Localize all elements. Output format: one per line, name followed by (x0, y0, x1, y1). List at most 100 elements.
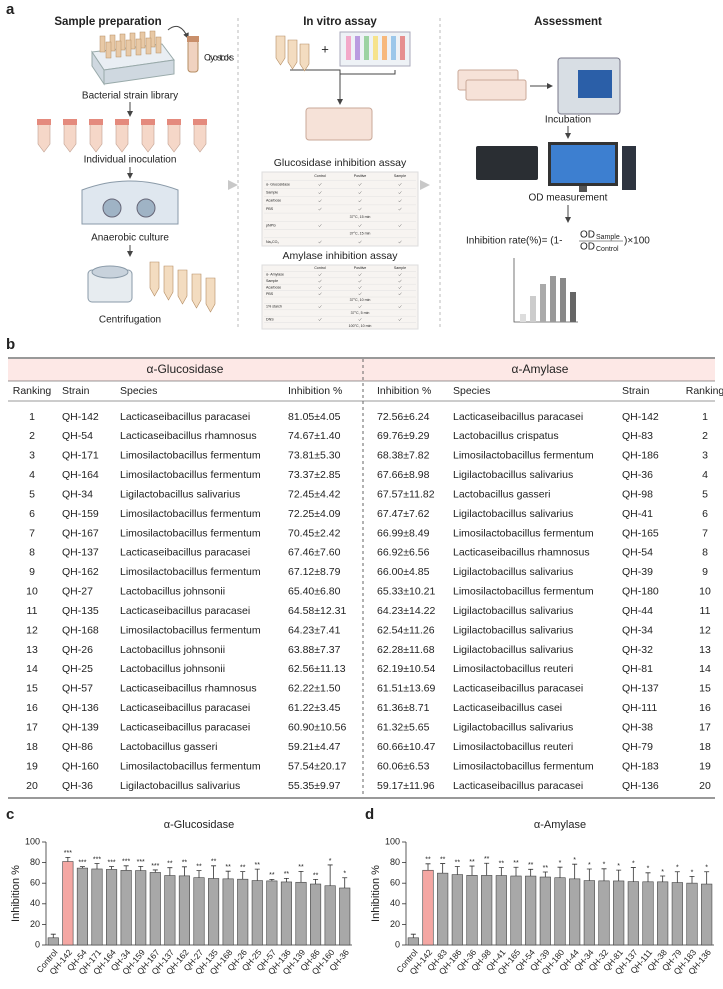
table-cell: Lacticaseibacillus paracasei (453, 683, 583, 695)
mini-col: Positive (354, 266, 367, 270)
table-cell: 4 (29, 469, 35, 481)
check (358, 224, 362, 227)
bar (339, 887, 351, 946)
table-cell: QH-54 (622, 547, 653, 559)
mini-step: 100°C, 10 min (349, 324, 372, 328)
check (358, 273, 362, 277)
arrow (167, 25, 189, 39)
bar (164, 875, 176, 946)
table-cell: 74.67±1.40 (288, 430, 341, 442)
mini-row: pNPG (266, 223, 276, 227)
table-cell: 81.05±4.05 (288, 411, 341, 423)
table-cell: 68.38±7.82 (377, 450, 430, 462)
plus: + (321, 41, 329, 56)
table-cell: 3 (702, 450, 708, 462)
check (358, 318, 362, 321)
bar (91, 868, 103, 946)
error-bar (313, 879, 319, 885)
error-bar (674, 871, 680, 883)
error-bar (689, 876, 695, 884)
table-cell: 12 (26, 624, 38, 636)
significance: * (588, 862, 591, 869)
table-cell: 16 (26, 702, 38, 714)
glove-port (136, 198, 156, 218)
bar (178, 875, 190, 946)
table-cell: Lacticaseibacillus rhamnosus (120, 683, 257, 695)
y-axis-label: Inhibition % (370, 865, 382, 922)
error-bar (469, 865, 475, 876)
mini-row: α- Amylase (266, 273, 284, 277)
reagent-tubes (346, 36, 405, 60)
table-cell: 59.21±4.47 (288, 741, 341, 753)
panel-label: c (6, 806, 14, 823)
vials (99, 30, 162, 59)
bar (510, 875, 522, 946)
table-cell: Ligilactobacillus salivarius (453, 624, 573, 636)
check (358, 286, 362, 289)
formula: OD (580, 230, 595, 241)
table-cell: 62.22±1.50 (288, 683, 341, 695)
table-cell: Limosilactobacillus fermentum (120, 624, 261, 636)
bar (495, 875, 507, 946)
column-header: Species (120, 385, 157, 397)
bar (310, 883, 322, 946)
table-cell: 9 (29, 566, 35, 578)
bar (222, 878, 234, 946)
table-cell: QH-25 (62, 663, 93, 675)
table-cell: QH-34 (622, 624, 653, 636)
column-header: Ranking (686, 385, 723, 397)
bar (657, 881, 669, 946)
table-cell: 72.25±4.09 (288, 508, 341, 520)
table-cell: Lacticaseibacillus paracasei (120, 411, 250, 423)
mini-col: Sample (394, 266, 406, 270)
group-header-bg (8, 359, 715, 381)
significance: ** (269, 872, 275, 879)
table-cell: Lacticaseibacillus paracasei (453, 411, 583, 423)
table-cell: Lactobacillus johnsonii (120, 663, 225, 675)
significance: ** (255, 862, 261, 869)
bar (671, 882, 683, 946)
significance: * (559, 860, 562, 867)
bar (466, 875, 478, 946)
table-cell: Ligilactobacillus salivarius (453, 469, 573, 481)
table-cell: QH-36 (62, 780, 93, 792)
group-header: α-Amylase (512, 362, 569, 376)
tubes (37, 119, 207, 153)
table-cell: 66.00±4.85 (377, 566, 430, 578)
significance: *** (151, 863, 159, 870)
assay-title: Amylase inhibition assay (283, 250, 399, 262)
table-cell: QH-142 (622, 411, 659, 423)
table-cell: 14 (26, 663, 38, 675)
error-bar (572, 863, 578, 879)
table-cell: 67.12±8.79 (288, 566, 341, 578)
check (398, 199, 402, 203)
column-header: Strain (62, 385, 90, 397)
check (398, 224, 402, 227)
table-cell: QH-34 (62, 488, 93, 500)
y-tick-label: 20 (390, 919, 400, 929)
significance: ** (513, 860, 519, 867)
table-cell: 1 (702, 411, 708, 423)
check (398, 191, 402, 195)
bar (62, 861, 74, 946)
error-bar (660, 875, 666, 882)
table-cell: QH-159 (62, 508, 99, 520)
table-cell: 62.28±11.68 (377, 644, 435, 656)
table-cell: QH-186 (622, 450, 659, 462)
table-cell: Limosilactobacillus reuteri (453, 663, 573, 675)
table-cell: 62.54±11.26 (377, 624, 435, 636)
step-label: Individual inoculation (84, 155, 177, 166)
incubator-window (578, 70, 612, 98)
bar (627, 881, 639, 946)
check (398, 183, 402, 186)
table-cell: 59.17±11.96 (377, 780, 435, 792)
table-cell: QH-83 (622, 430, 653, 442)
table-cell: Limosilactobacillus reuteri (453, 741, 573, 753)
table-cell: 62.56±11.13 (288, 663, 346, 675)
table-cell: 67.46±7.60 (288, 547, 341, 559)
microplate (465, 79, 527, 101)
formula: )×100 (624, 236, 650, 247)
table-cell: 6 (702, 508, 708, 520)
significance: * (617, 863, 620, 870)
check (358, 292, 362, 296)
